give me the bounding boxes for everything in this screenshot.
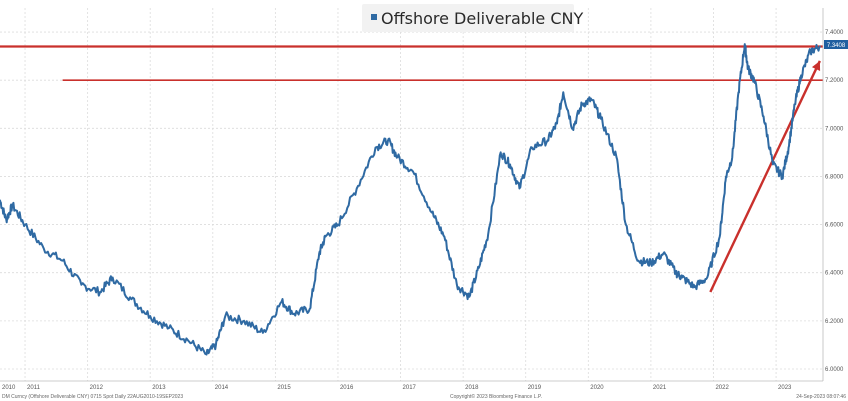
x-tick-label: 2010 (2, 385, 16, 391)
axes: 6.0000 6.2000 6.4000 6.6000 6.8000 7.0000 7.20… (0, 8, 844, 391)
legend-swatch (371, 14, 377, 20)
legend-label: Offshore Deliverable CNY (381, 9, 583, 28)
y-tick-label: 7.0000 (825, 126, 844, 132)
y-tick-label: 6.2000 (825, 319, 844, 325)
annotation-layer (0, 45, 823, 293)
x-tick-label: 2021 (653, 385, 667, 391)
last-value-text: 7.3408 (827, 43, 846, 49)
footer-right: 24-Sep-2023 08:07:46 (796, 394, 846, 400)
footer-center: Copyright© 2023 Bloomberg Finance L.P. (450, 393, 542, 400)
last-value-background (824, 40, 848, 49)
footer-left: DM Curncy (Offshore Deliverable CNY) 071… (2, 394, 183, 400)
footer: DM Curncy (Offshore Deliverable CNY) 071… (2, 393, 846, 400)
y-tick-label: 6.0000 (825, 367, 844, 373)
y-tick-label: 7.4000 (825, 30, 844, 36)
x-tick-label: 2019 (528, 385, 542, 391)
y-tick-label: 6.6000 (825, 223, 844, 229)
x-tick-label: 2017 (403, 385, 417, 391)
legend: Offshore Deliverable CNY (362, 4, 583, 32)
x-tick-label: 2014 (215, 385, 229, 391)
grid (0, 8, 823, 381)
x-tick-label: 2012 (90, 385, 104, 391)
x-tick-label: 2023 (778, 385, 792, 391)
trend-arrow-line (709, 60, 821, 293)
x-tick-label: 2015 (277, 385, 291, 391)
x-tick-label: 2011 (27, 385, 41, 391)
x-tick-label: 2020 (590, 385, 604, 391)
trend-arrow-head (811, 60, 821, 72)
y-tick-label: 6.8000 (825, 174, 844, 180)
y-tick-label: 6.4000 (825, 271, 844, 277)
last-value-badge: 7.3408 (824, 40, 848, 49)
x-tick-label: 2022 (715, 385, 729, 391)
series-line (0, 43, 821, 356)
x-tick-label: 2018 (465, 385, 479, 391)
x-tick-label: 2016 (340, 385, 354, 391)
x-tick-label: 2013 (152, 385, 166, 391)
legend-box (362, 4, 574, 32)
series-layer (0, 43, 821, 356)
y-tick-label: 7.2000 (825, 78, 844, 84)
